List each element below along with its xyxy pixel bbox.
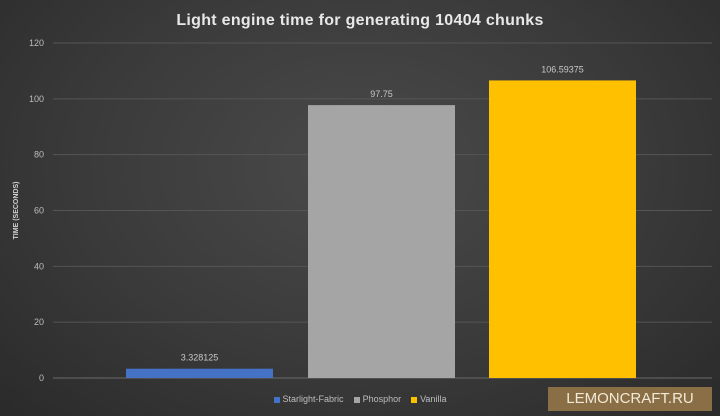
- legend: Starlight-Fabric Phosphor Vanilla: [0, 394, 720, 404]
- y-tick-label: 120: [29, 38, 44, 48]
- legend-label: Vanilla: [420, 394, 447, 404]
- legend-label: Starlight-Fabric: [282, 394, 344, 404]
- legend-label: Phosphor: [362, 394, 402, 404]
- legend-swatch: [411, 396, 418, 403]
- legend-item: Vanilla: [411, 394, 446, 404]
- bar-vanilla: [489, 80, 636, 378]
- y-tick-label: 60: [34, 206, 44, 216]
- data-label: 106.59375: [541, 64, 584, 74]
- data-label: 97.75: [370, 89, 393, 99]
- y-tick-label: 80: [34, 150, 44, 160]
- chart-title: Light engine time for generating 10404 c…: [176, 12, 544, 29]
- y-tick-label: 20: [34, 317, 44, 327]
- data-label: 3.328125: [181, 353, 219, 363]
- y-tick-label: 100: [29, 94, 44, 104]
- y-tick-label: 0: [39, 373, 44, 383]
- legend-swatch: [353, 396, 360, 403]
- bar-phosphor: [308, 105, 455, 378]
- legend-swatch: [273, 396, 280, 403]
- bar-starlight-fabric: [126, 368, 273, 378]
- y-tick-label: 40: [34, 261, 44, 271]
- watermark: LEMONCRAFT.RU: [548, 387, 712, 411]
- legend-item: Phosphor: [353, 394, 402, 404]
- y-axis-label: TIME (SECONDS): [13, 182, 20, 240]
- legend-item: Starlight-Fabric: [273, 394, 344, 404]
